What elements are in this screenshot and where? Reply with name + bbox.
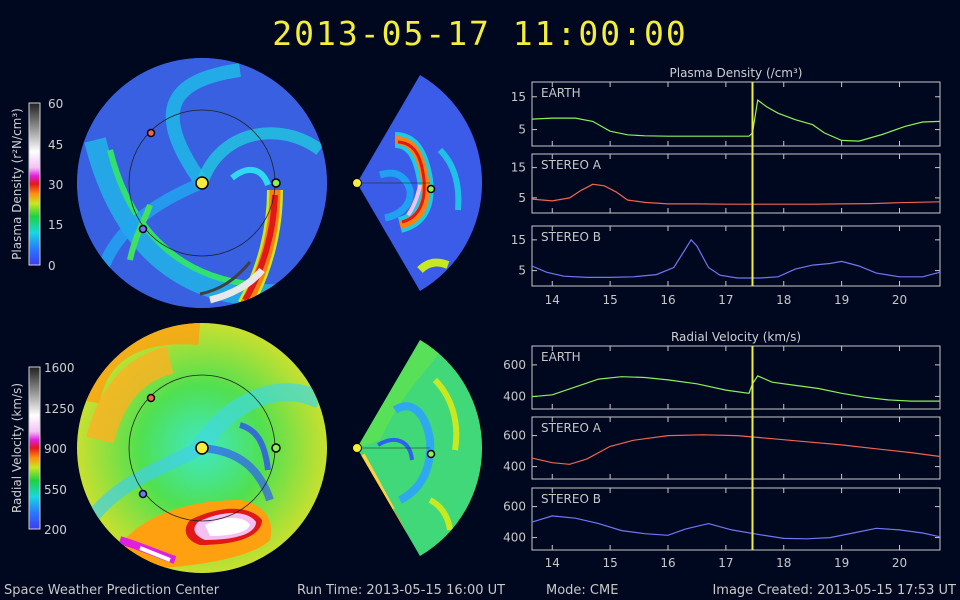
velocity-tick-1250: 1250: [44, 402, 75, 416]
x-tick-label: 14: [545, 556, 560, 570]
velocity-ecliptic-map: [77, 323, 327, 573]
panel-label: EARTH: [541, 350, 581, 364]
x-tick-label: 16: [660, 556, 675, 570]
wedge-earth-marker: [426, 184, 436, 194]
density-panel-stereo-b: STEREO B 15 5: [511, 225, 941, 287]
x-tick-label: 15: [602, 293, 617, 307]
v-wedge-earth-marker: [426, 449, 436, 459]
v-stereo-a-marker: [146, 393, 156, 403]
x-tick-label: 16: [660, 293, 675, 307]
panel-label: STEREO A: [541, 158, 602, 172]
y-tick-label: 15: [511, 90, 526, 104]
x-tick-label: 20: [892, 556, 907, 570]
y-tick-label: 600: [503, 358, 526, 372]
panel-frame: [531, 487, 941, 551]
v-stereo-b-marker: [138, 489, 148, 499]
density-ecliptic-map: [77, 58, 327, 308]
y-tick-label: 600: [503, 500, 526, 514]
v-earth-marker: [271, 443, 281, 453]
x-tick-label: 19: [834, 556, 849, 570]
x-tick-label: 17: [718, 556, 733, 570]
earth-series-line: [531, 99, 941, 142]
velocity-tick-200: 200: [44, 523, 67, 537]
density-tick-45: 45: [48, 138, 63, 152]
wedge-sun-marker: [352, 178, 362, 188]
panel-label: STEREO A: [541, 421, 602, 435]
y-tick-label: 5: [518, 264, 526, 278]
velocity-tick-550: 550: [44, 483, 67, 497]
density-panel-stereo-a: STEREO A 15 5: [511, 153, 941, 214]
density-colorbar-label: Plasma Density (r²N/cm³): [10, 108, 24, 260]
earth-series-line: [531, 375, 940, 402]
velocity-chart-title: Radial Velocity (km/s): [671, 330, 801, 344]
stereo-a-marker: [146, 128, 156, 138]
density-timeseries: Plasma Density (/cm³) EARTH 15 5 STEREO A 15 5…: [511, 66, 941, 307]
footer-created: Image Created: 2013-05-15 17:53 UT: [712, 583, 956, 598]
density-tick-15: 15: [48, 218, 63, 232]
velocity-tick-900: 900: [44, 442, 67, 456]
y-tick-label: 15: [511, 233, 526, 247]
y-tick-label: 5: [518, 191, 526, 205]
panel-frame: [531, 345, 941, 410]
stereo-b-series-line: [531, 515, 941, 540]
x-tick-label: 19: [834, 293, 849, 307]
density-panel-earth: EARTH 15 5: [511, 81, 941, 147]
sun-marker: [195, 176, 209, 190]
y-tick-label: 15: [511, 161, 526, 175]
x-tick-label: 18: [776, 293, 791, 307]
density-colorbar: Plasma Density (r²N/cm³) 60 45 30 15 0: [10, 97, 63, 273]
panel-frame: [531, 225, 941, 287]
density-meridional-map: [352, 75, 483, 291]
velocity-meridional-map: [352, 340, 483, 556]
panel-label: EARTH: [541, 86, 581, 100]
x-tick-label: 14: [545, 293, 560, 307]
x-tick-label: 20: [892, 293, 907, 307]
panel-label: STEREO B: [541, 492, 601, 506]
footer-run-time: Run Time: 2013-05-15 16:00 UT: [297, 583, 506, 598]
velocity-panel-stereo-a: STEREO A 600 400: [503, 416, 941, 480]
panel-frame: [531, 81, 941, 147]
y-tick-label: 600: [503, 429, 526, 443]
velocity-timeseries: Radial Velocity (km/s)EARTH600400STEREO …: [503, 330, 941, 570]
velocity-panel-earth: EARTH 600 400: [503, 345, 941, 410]
density-tick-0: 0: [48, 259, 56, 273]
velocity-panel-stereo-b: STEREO B 600 400: [503, 487, 941, 551]
y-tick-label: 400: [503, 531, 526, 545]
density-tick-60: 60: [48, 97, 63, 111]
stereo-a-series-line: [531, 183, 941, 205]
velocity-colorbar-label: Radial Velocity (km/s): [10, 383, 24, 513]
velocity-colorbar: Radial Velocity (km/s) 1600 1250 900 550…: [10, 361, 75, 537]
stereo-a-series-line: [531, 434, 941, 465]
time-series-charts: Plasma Density (/cm³) EARTH 15 5 STEREO A 15 5…: [503, 66, 941, 570]
v-wedge-sun-marker: [352, 443, 362, 453]
timestamp-title: 2013-05-17 11:00:00: [272, 14, 688, 53]
y-tick-label: 400: [503, 389, 526, 403]
x-tick-label: 17: [718, 293, 733, 307]
stereo-b-series-line: [531, 238, 941, 279]
x-tick-label: 15: [602, 556, 617, 570]
panel-label: STEREO B: [541, 230, 601, 244]
density-chart-title: Plasma Density (/cm³): [670, 66, 803, 80]
x-tick-label: 18: [776, 556, 791, 570]
y-tick-label: 5: [518, 123, 526, 137]
y-tick-label: 400: [503, 460, 526, 474]
velocity-tick-1600: 1600: [44, 361, 75, 375]
stereo-b-marker: [138, 224, 148, 234]
footer-mode: Mode: CME: [546, 583, 619, 598]
footer-center: Space Weather Prediction Center: [4, 583, 220, 598]
v-sun-marker: [195, 441, 209, 455]
earth-marker: [271, 178, 281, 188]
density-tick-30: 30: [48, 178, 63, 192]
